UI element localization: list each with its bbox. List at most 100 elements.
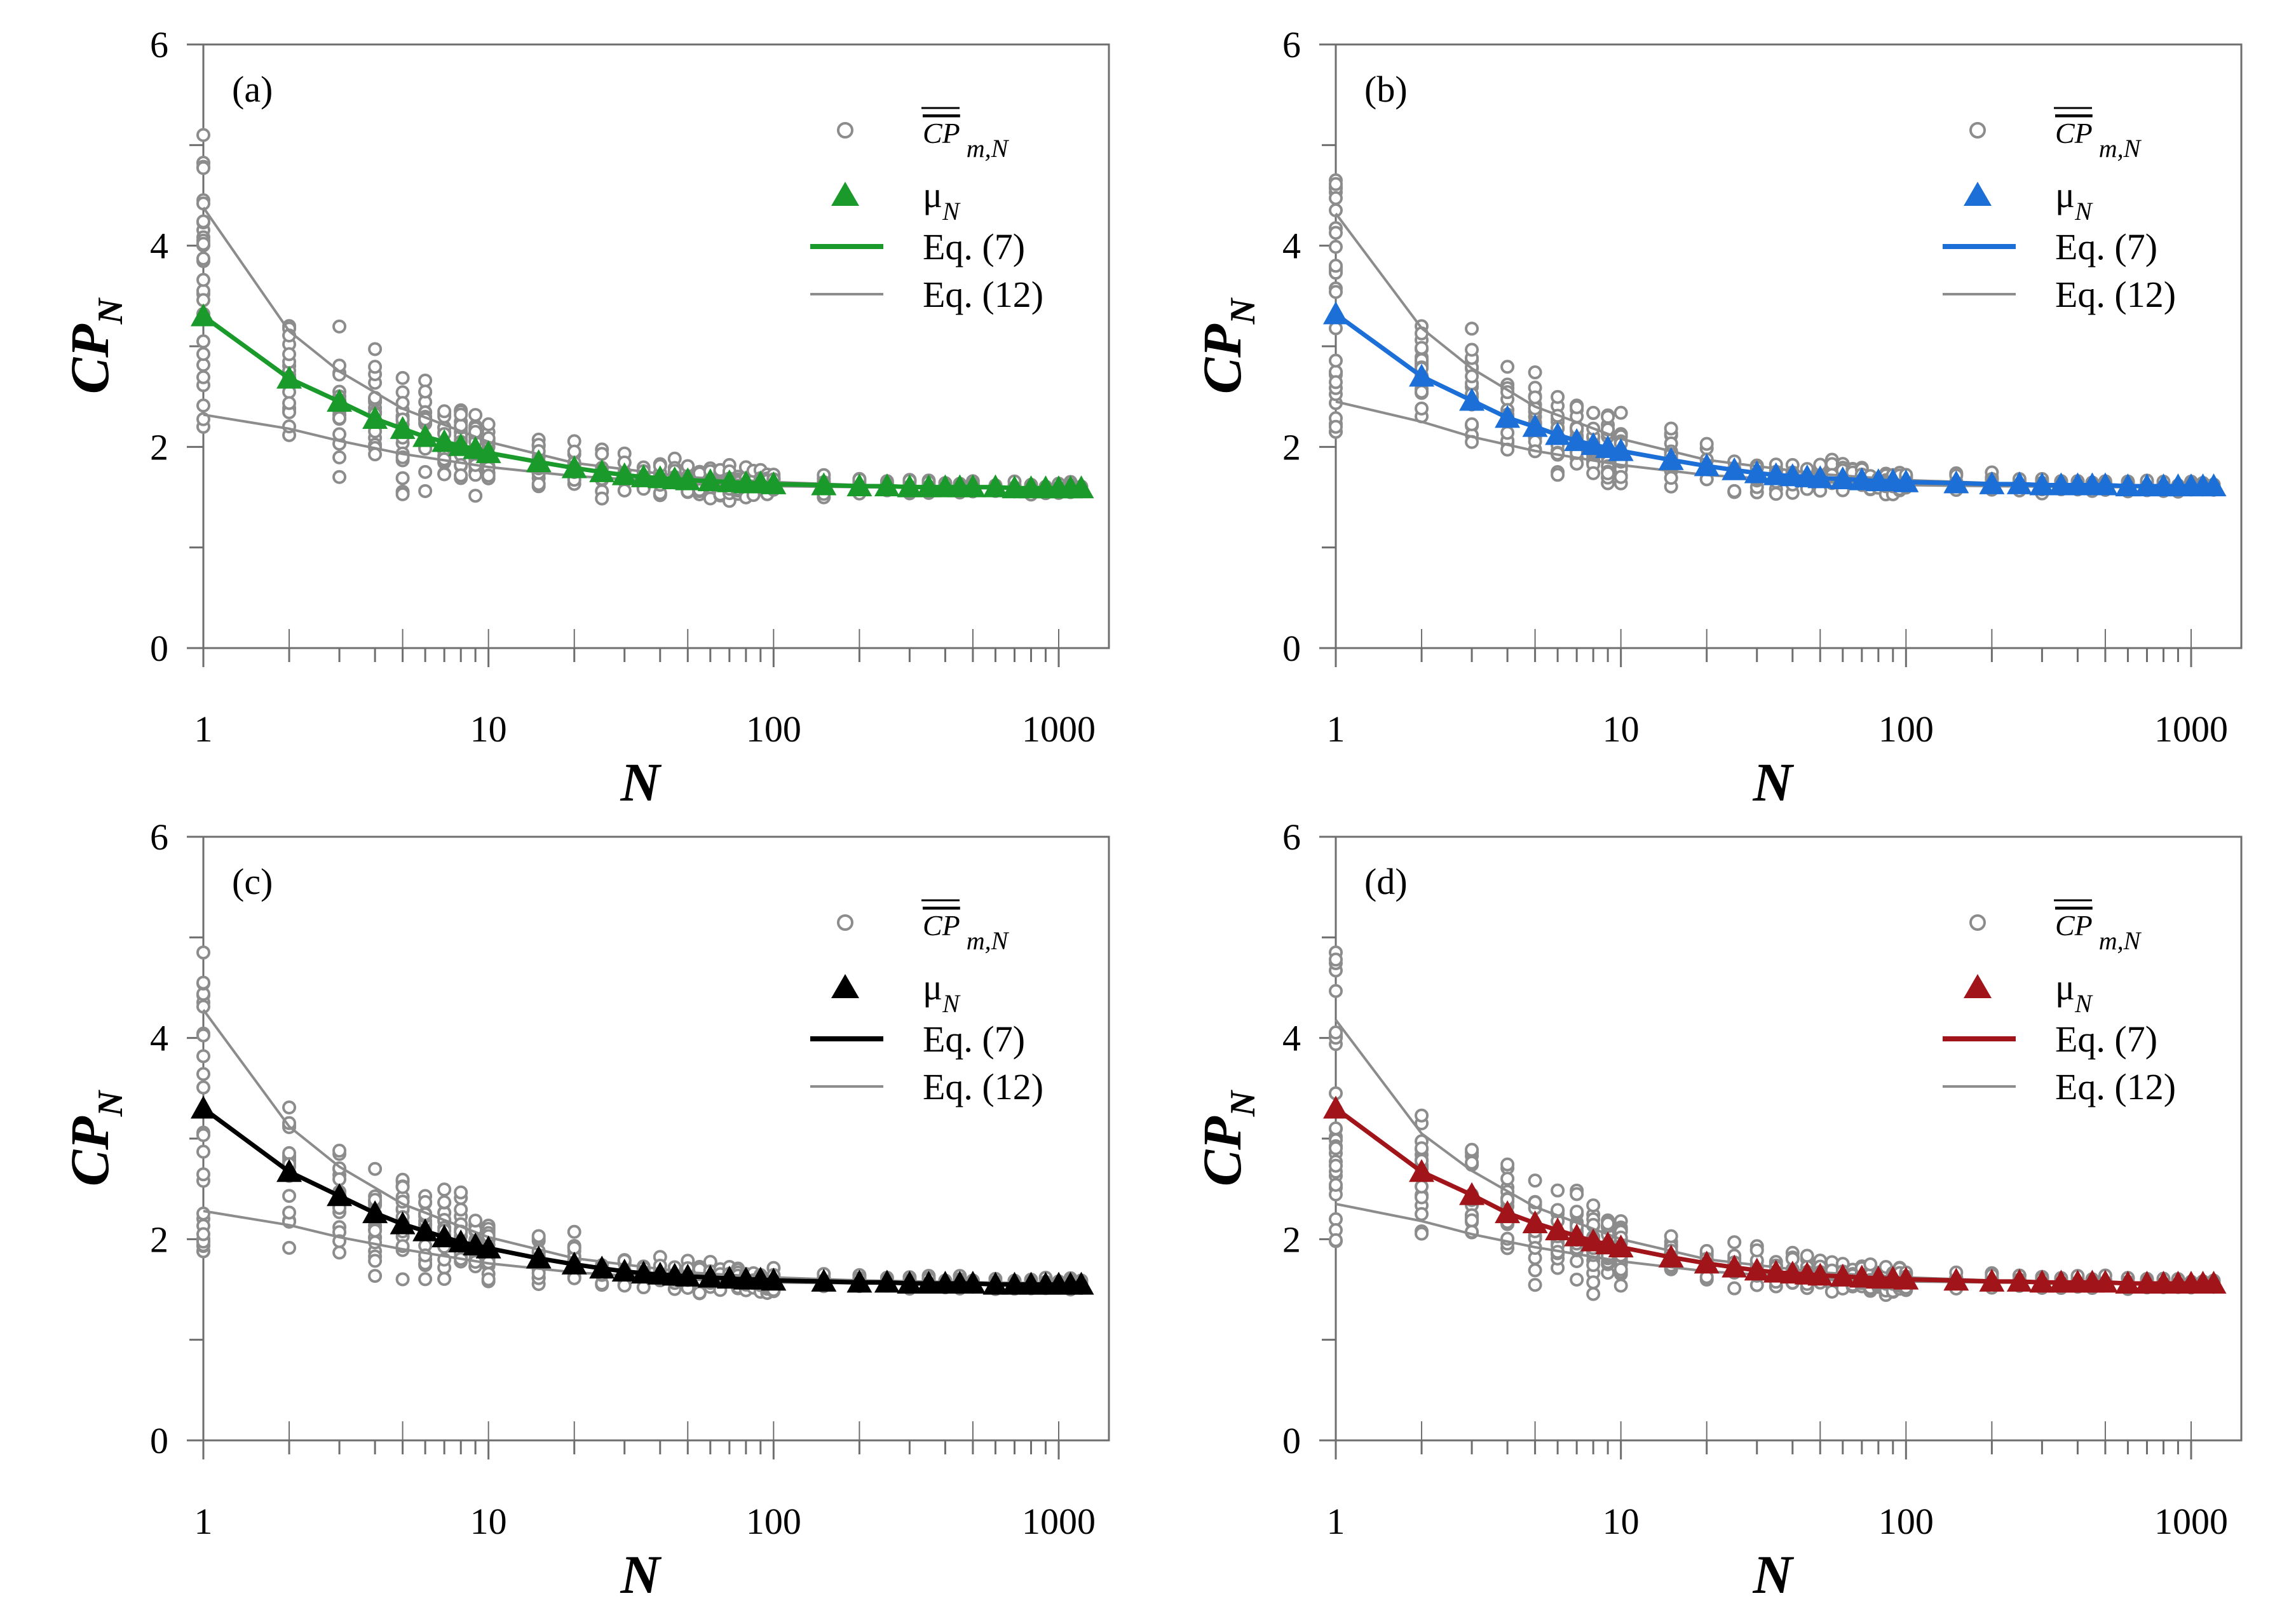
mu-triangle (897, 474, 923, 497)
legend-entry-cp: CP m,N (923, 117, 1010, 163)
mu-triangle (2115, 473, 2141, 497)
scatter-point (1465, 1155, 1479, 1170)
scatter-point (1329, 177, 1343, 191)
scatter-point (196, 999, 210, 1014)
scatter-point (1415, 1207, 1429, 1221)
x-tick-label: 1 (194, 1501, 213, 1542)
mu-triangle (191, 303, 216, 327)
scatter-point (196, 1167, 210, 1182)
y-tick-label: 6 (1282, 24, 1301, 65)
scatter-point (196, 273, 210, 287)
mu-triangle (716, 1266, 742, 1289)
mu-triangle (1943, 470, 1969, 494)
y-tick-label: 4 (150, 1018, 168, 1059)
mu-triangle (2134, 473, 2160, 497)
scatter-point (1465, 417, 1479, 431)
legend-cp-text: CP (923, 117, 960, 149)
legend-eq7-label: Eq. (7) (2055, 1018, 2157, 1060)
mu-triangle (1849, 1264, 1875, 1288)
y-tick-label: 4 (150, 226, 168, 267)
scatter-point (1329, 240, 1343, 254)
scatter-point (468, 489, 483, 503)
mu-triangle (1893, 1266, 1919, 1290)
mu-triangle (327, 1183, 353, 1207)
scatter-point (282, 1240, 297, 1255)
scatter-point (1528, 365, 1542, 380)
legend-entry-mu: μN (923, 966, 961, 1018)
y-axis-title-sub: N (91, 1089, 130, 1117)
x-axis-title: N (1752, 1544, 1794, 1605)
scatter-point (368, 1269, 383, 1283)
x-axis-title: N (1752, 752, 1794, 813)
legend-entry-cp: CP m,N (2055, 117, 2142, 163)
mu-triangle (1744, 1257, 1770, 1281)
legend-mu-text: μ (2055, 174, 2075, 215)
x-tick-label: 1 (194, 708, 213, 750)
y-tick-label: 6 (150, 24, 168, 65)
scatter-point (1586, 405, 1601, 420)
mu-triangle (1522, 1210, 1548, 1233)
scatter-point (418, 464, 433, 479)
legend-eq12-label: Eq. (12) (2055, 1066, 2176, 1107)
scatter-point (1465, 342, 1479, 357)
scatter-point (1586, 1275, 1601, 1290)
x-tick-label: 10 (1603, 708, 1640, 750)
scatter-point (395, 370, 410, 385)
mu-triangle (1830, 1263, 1856, 1287)
scatter-point (1329, 1025, 1343, 1040)
scatter-point (595, 447, 609, 461)
scatter-point (1465, 321, 1479, 336)
scatter-point (1329, 1177, 1343, 1192)
y-tick-label: 4 (1282, 226, 1301, 267)
scatter-point (196, 1028, 210, 1043)
mu-triangle (1323, 1095, 1348, 1119)
legend-cp-sub: m,N (967, 134, 1010, 163)
legend-circle-marker (837, 122, 853, 139)
scatter-point (1528, 1174, 1542, 1188)
scatter-point (368, 447, 383, 462)
legend-eq7-label: Eq. (7) (923, 226, 1025, 267)
mu-triangle (276, 1159, 302, 1182)
scatter-point (196, 128, 210, 142)
mu-triangle (1459, 388, 1485, 411)
mu-triangle (697, 468, 723, 492)
mu-triangle (390, 1211, 416, 1235)
scatter-point (1769, 487, 1783, 501)
legend-cp-text: CP (2055, 909, 2093, 942)
y-axis-title-sub: N (1223, 297, 1263, 325)
scatter-point (1329, 259, 1343, 273)
mu-triangle (2048, 472, 2074, 496)
legend-circle-marker (1969, 914, 1986, 931)
legend-circle-marker (837, 914, 853, 931)
mu-triangle (897, 1271, 923, 1294)
y-axis-title-main: CP (59, 1116, 120, 1186)
mu-triangle (1744, 460, 1770, 484)
mu-triangle (811, 472, 837, 496)
scatter-point (1528, 1278, 1542, 1292)
mu-triangle (2048, 1269, 2074, 1293)
mu-triangle (561, 1251, 587, 1275)
mu-triangle (1002, 475, 1028, 499)
scatter-point (437, 1195, 452, 1210)
scatter-point (1500, 426, 1515, 440)
scatter-point (282, 1205, 297, 1220)
scatter-point (1863, 1257, 1878, 1271)
mu-triangle (327, 389, 353, 412)
scatter-point (1465, 1213, 1479, 1228)
mu-triangle (1608, 1235, 1634, 1257)
mu-triangle (2029, 472, 2055, 496)
x-axis-title: N (620, 752, 662, 813)
scatter-point (1500, 360, 1515, 374)
legend-entry-cp: CP m,N (923, 909, 1010, 955)
panel-label: (c) (232, 861, 273, 902)
mu-triangle (960, 1271, 986, 1294)
scatter-point (196, 1049, 210, 1064)
legend-eq7-label: Eq. (7) (2055, 226, 2157, 267)
scatter-point (1727, 484, 1742, 498)
scatter-point (481, 468, 496, 483)
scatter-point (1329, 984, 1343, 998)
x-axis-title: N (620, 1544, 662, 1605)
